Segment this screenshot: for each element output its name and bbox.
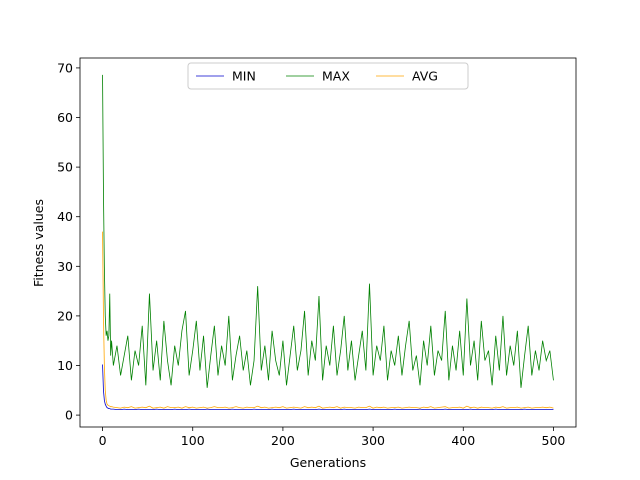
x-tick-label: 100	[181, 433, 205, 448]
y-tick-label: 60	[57, 110, 73, 125]
legend-label: AVG	[412, 69, 438, 84]
x-tick-label: 400	[451, 433, 475, 448]
y-tick-label: 70	[57, 60, 73, 75]
x-tick-label: 200	[271, 433, 295, 448]
y-tick-label: 0	[65, 408, 73, 423]
y-tick-label: 20	[57, 308, 73, 323]
y-tick-label: 30	[57, 259, 73, 274]
legend-label: MIN	[232, 69, 256, 84]
legend-box	[187, 62, 469, 90]
y-axis-label: Fitness values	[31, 199, 46, 287]
x-tick-label: 300	[361, 433, 385, 448]
line-series	[102, 364, 554, 411]
line-series	[102, 74, 554, 388]
legend-label: MAX	[322, 69, 350, 84]
x-tick-label: 500	[542, 433, 566, 448]
y-tick-label: 10	[57, 358, 73, 373]
line-series	[102, 231, 554, 409]
x-axis-label: Generations	[290, 455, 366, 470]
plot-frame	[79, 57, 577, 428]
y-tick-label: 50	[57, 160, 73, 175]
y-tick-label: 40	[57, 209, 73, 224]
x-tick-label: 0	[99, 433, 107, 448]
